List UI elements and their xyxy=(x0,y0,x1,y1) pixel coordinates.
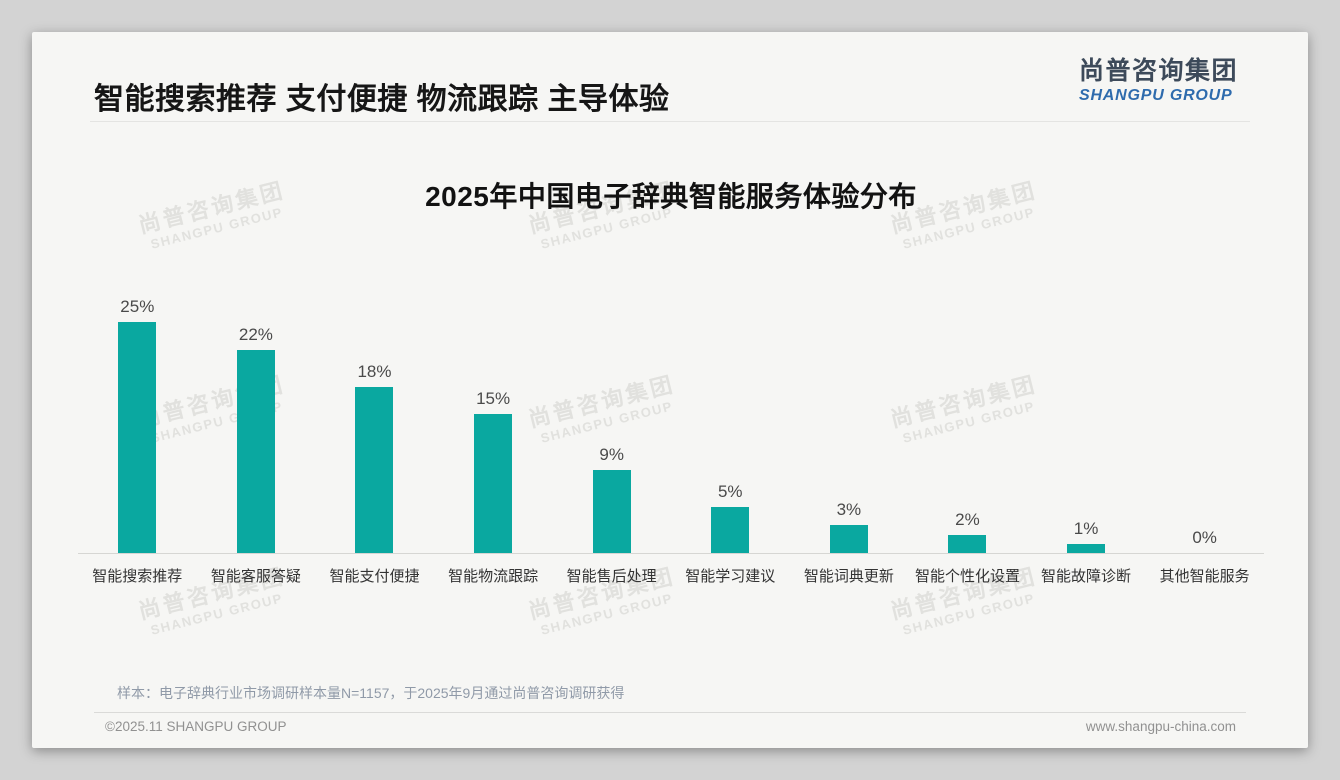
category-label: 智能学习建议 xyxy=(685,568,776,585)
bar xyxy=(948,534,987,553)
bar-value-label: 18% xyxy=(357,361,392,381)
bar xyxy=(118,322,157,553)
watermark-en: SHANGPU GROUP xyxy=(901,590,1037,638)
header-divider xyxy=(90,121,1250,122)
x-axis-line xyxy=(78,553,1264,554)
bar xyxy=(474,414,513,553)
category-label: 智能售后处理 xyxy=(566,568,657,585)
bar-value-label: 15% xyxy=(476,389,511,409)
sample-note: 样本：电子辞典行业市场调研样本量N=1157，于2025年9月通过尚普咨询调研获… xyxy=(117,685,625,701)
category-label: 智能支付便捷 xyxy=(329,568,420,585)
category-label: 其他智能服务 xyxy=(1159,568,1250,585)
bar-group: 22% xyxy=(197,202,316,553)
category-label: 智能故障诊断 xyxy=(1041,568,1132,585)
footer-divider xyxy=(94,712,1246,713)
bar xyxy=(236,349,275,553)
company-logo-cn: 尚普咨询集团 xyxy=(1078,57,1238,85)
x-axis-labels: 智能搜索推荐 智能客服答疑 智能支付便捷 智能物流跟踪 智能售后处理 智能学习建议 智能词典… xyxy=(78,565,1264,586)
bar-group: 1% xyxy=(1027,202,1146,553)
bar-value-label: 0% xyxy=(1192,528,1217,547)
chart-title: 2025年中国电子辞典智能服务体验分布 xyxy=(425,181,917,212)
bar-group: 18% xyxy=(315,202,434,553)
company-logo-en: SHANGPU GROUP xyxy=(1078,86,1233,104)
category-label: 智能客服答疑 xyxy=(210,568,301,585)
bar-group: 2% xyxy=(908,202,1027,553)
bar-group: 9% xyxy=(552,202,671,553)
bar-value-label: 3% xyxy=(836,500,862,520)
category-label: 智能物流跟踪 xyxy=(448,568,539,585)
bar-value-label: 2% xyxy=(955,509,980,529)
bar-group: 25% xyxy=(78,202,197,553)
bar-value-label: 22% xyxy=(238,324,273,344)
bar-group: 5% xyxy=(671,202,790,553)
bar-group: 0% xyxy=(1145,202,1264,553)
bar xyxy=(711,506,750,553)
bar-value-label: 9% xyxy=(599,444,624,464)
website-url: www.shangpu-china.com xyxy=(1085,719,1236,734)
category-label: 智能词典更新 xyxy=(803,568,894,585)
bar xyxy=(1067,543,1106,553)
slide-card: 智能搜索推荐 支付便捷 物流跟踪 主导体验 尚普咨询集团 SHANGPU GRO… xyxy=(32,32,1308,748)
bar xyxy=(355,386,394,553)
bar xyxy=(592,469,631,553)
copyright-text: ©2025.11 SHANGPU GROUP xyxy=(105,719,287,734)
bar xyxy=(829,525,868,553)
bar-group: 3% xyxy=(790,202,909,553)
watermark-en: SHANGPU GROUP xyxy=(539,590,675,638)
page-title: 智能搜索推荐 支付便捷 物流跟踪 主导体验 xyxy=(94,83,670,116)
watermark-en: SHANGPU GROUP xyxy=(149,590,285,638)
bar-value-label: 25% xyxy=(120,297,155,316)
company-logo: 尚普咨询集团 SHANGPU GROUP xyxy=(1078,57,1238,105)
bar-value-label: 1% xyxy=(1073,518,1099,538)
bar-value-label: 5% xyxy=(717,481,743,501)
category-label: 智能个性化设置 xyxy=(914,568,1020,585)
bar-chart: 25% 22% 18% 15% 9% 5% 3% 2% 1% 0% xyxy=(78,202,1264,553)
bar-group: 15% xyxy=(434,202,553,553)
category-label: 智能搜索推荐 xyxy=(92,568,183,585)
